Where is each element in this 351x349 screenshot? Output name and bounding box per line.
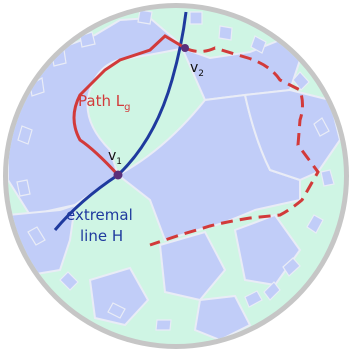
boundary-tiles xyxy=(16,9,335,331)
tile-right-mid xyxy=(243,88,342,182)
tile-bottom-left xyxy=(88,266,150,327)
v2-label-main: v xyxy=(190,60,198,76)
extremal-line-label-line1: extremal xyxy=(66,206,133,224)
tile-bottom xyxy=(193,294,252,342)
path-label-sub: g xyxy=(124,102,130,113)
extremal-line-h xyxy=(53,11,188,231)
vertex-v1-label: v1 xyxy=(108,148,122,167)
path-lg-solid xyxy=(72,34,186,177)
path-lg-dashed xyxy=(149,46,320,247)
path-lg-label: Path Lg xyxy=(78,92,130,113)
v2-label-sub: 2 xyxy=(198,69,204,79)
extremal-line-label-line2: line H xyxy=(80,227,123,245)
vertex-v1 xyxy=(113,170,123,180)
vertex-v2-label: v2 xyxy=(190,60,204,79)
vertex-v2 xyxy=(181,44,189,52)
v1-label-sub: 1 xyxy=(116,157,122,167)
v1-label-main: v xyxy=(108,148,116,164)
tile-bottom-center xyxy=(158,230,227,302)
path-label-main: Path L xyxy=(78,92,125,110)
